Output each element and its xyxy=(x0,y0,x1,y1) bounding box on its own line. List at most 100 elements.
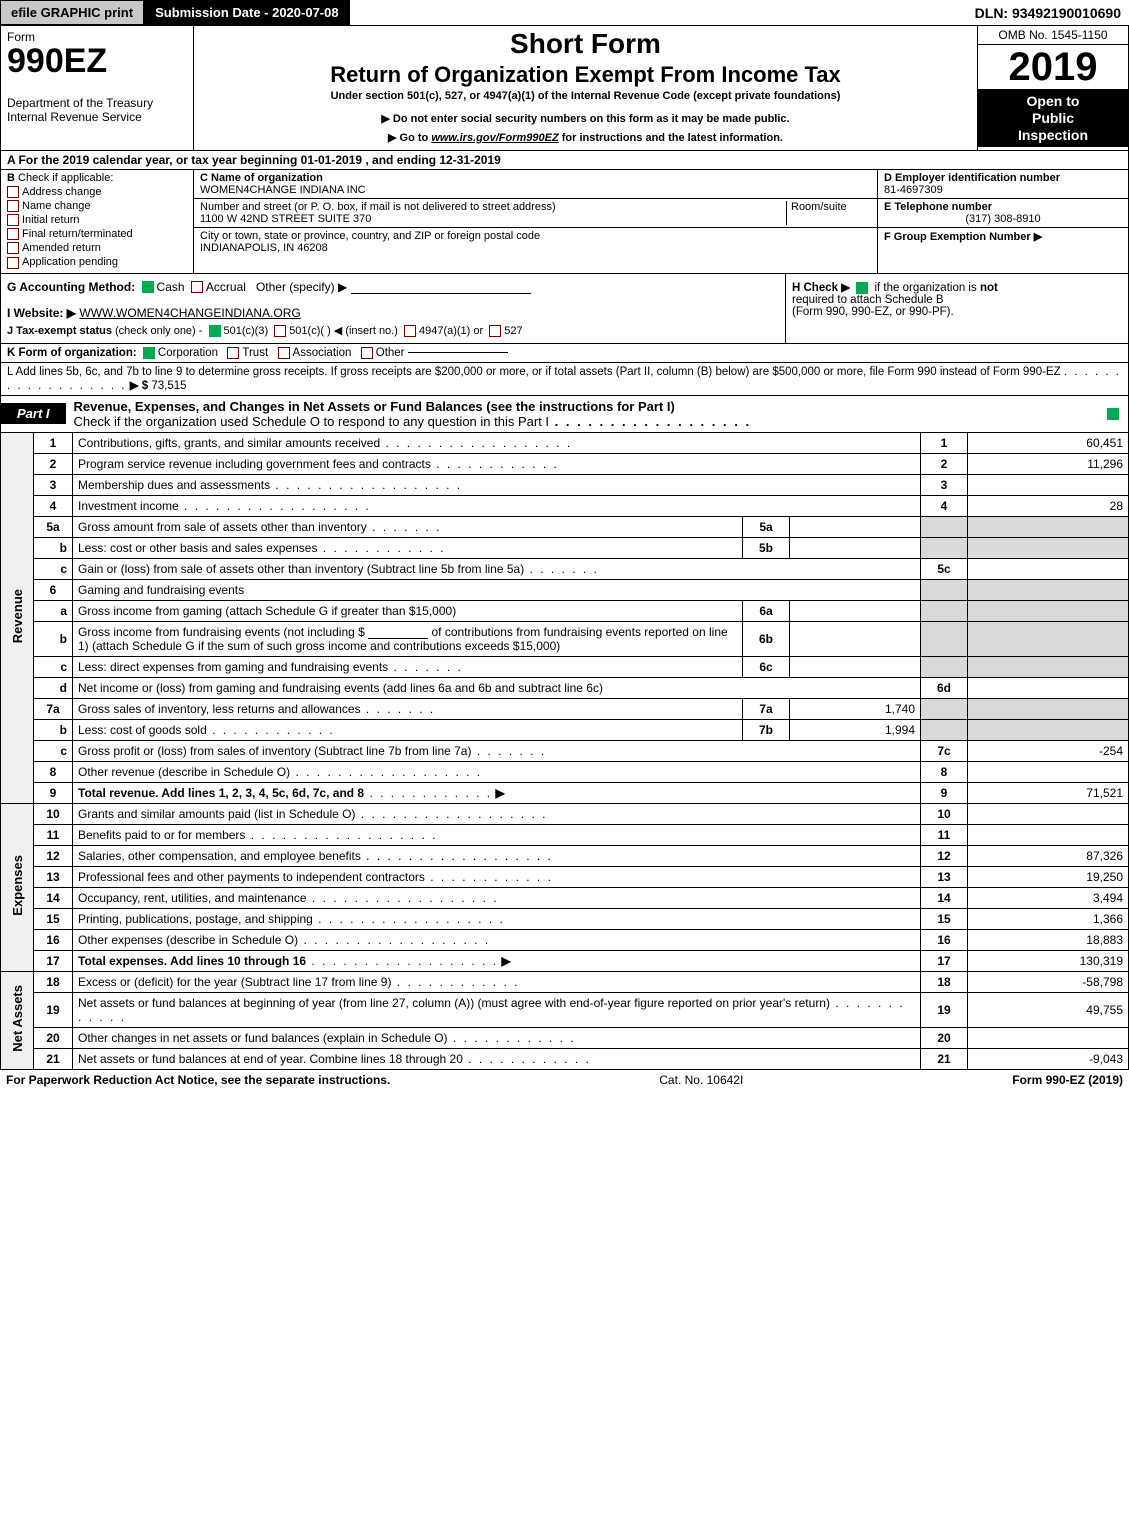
part-i-checkline: Check if the organization used Schedule … xyxy=(74,414,550,429)
form-ref: Form 990-EZ (2019) xyxy=(1012,1073,1123,1087)
checkbox-icon xyxy=(7,186,19,198)
org-street: 1100 W 42ND STREET SUITE 370 xyxy=(200,213,786,225)
section-d-e-f: D Employer identification number 81-4697… xyxy=(878,170,1128,273)
line-17-value: 130,319 xyxy=(968,950,1129,971)
j-tax-exempt: J Tax-exempt status (check only one) - 5… xyxy=(7,324,779,337)
ein-value: 81-4697309 xyxy=(884,184,1122,196)
table-row: c Gross profit or (loss) from sales of i… xyxy=(1,740,1129,761)
section-b: B Check if applicable: Address change Na… xyxy=(1,170,194,273)
h-schedule-b: H Check ▶ if the organization is not req… xyxy=(785,274,1128,343)
subtitle: Under section 501(c), 527, or 4947(a)(1)… xyxy=(204,90,967,102)
table-row: c Gain or (loss) from sale of assets oth… xyxy=(1,558,1129,579)
efile-print-button[interactable]: efile GRAPHIC print xyxy=(0,0,144,25)
table-row: 3 Membership dues and assessments 3 xyxy=(1,474,1129,495)
checkbox-icon xyxy=(7,257,19,269)
checkbox-checked-icon xyxy=(143,347,155,359)
k-form-org: K Form of organization: Corporation Trus… xyxy=(0,344,1129,363)
checkbox-icon xyxy=(7,200,19,212)
table-row: 11 Benefits paid to or for members 11 xyxy=(1,824,1129,845)
checkbox-icon xyxy=(7,242,19,254)
table-row: 9 Total revenue. Add lines 1, 2, 3, 4, 5… xyxy=(1,782,1129,803)
header-right: OMB No. 1545-1150 2019 Open to Public In… xyxy=(978,26,1128,150)
table-row: 19 Net assets or fund balances at beginn… xyxy=(1,992,1129,1027)
submission-date-button[interactable]: Submission Date - 2020-07-08 xyxy=(144,0,350,25)
phone-value: (317) 308-8910 xyxy=(884,213,1122,225)
checkbox-icon xyxy=(489,325,501,337)
part-i-check[interactable] xyxy=(1098,407,1128,421)
checkbox-checked-icon xyxy=(142,281,154,293)
part-i-title: Revenue, Expenses, and Changes in Net As… xyxy=(74,399,675,414)
part-i-tab: Part I xyxy=(1,403,66,424)
table-row: 12 Salaries, other compensation, and emp… xyxy=(1,845,1129,866)
table-row: 14 Occupancy, rent, utilities, and maint… xyxy=(1,887,1129,908)
net-assets-tab: Net Assets xyxy=(1,971,34,1069)
section-a-tax-year: A For the 2019 calendar year, or tax yea… xyxy=(0,151,1129,170)
checkbox-checked-icon xyxy=(856,282,868,294)
line-18-value: -58,798 xyxy=(968,971,1129,992)
gross-receipts-amount: 73,515 xyxy=(151,380,186,392)
e-phone-label: E Telephone number xyxy=(884,201,1122,213)
irs-link[interactable]: www.irs.gov/Form990EZ xyxy=(431,132,558,144)
table-row: 6 Gaming and fundraising events xyxy=(1,579,1129,600)
line-14-value: 3,494 xyxy=(968,887,1129,908)
goto-post: for instructions and the latest informat… xyxy=(559,132,783,144)
org-city: INDIANAPOLIS, IN 46208 xyxy=(200,242,871,254)
line-21-value: -9,043 xyxy=(968,1048,1129,1069)
line-16-value: 18,883 xyxy=(968,929,1129,950)
check-application-pending[interactable]: Application pending xyxy=(7,256,187,268)
line-9-value: 71,521 xyxy=(968,782,1129,803)
section-c: C Name of organization WOMEN4CHANGE INDI… xyxy=(194,170,878,273)
check-final-return[interactable]: Final return/terminated xyxy=(7,228,187,240)
line-19-value: 49,755 xyxy=(968,992,1129,1027)
gh-row: G Accounting Method: Cash Accrual Other … xyxy=(0,274,1129,344)
table-row: b Gross income from fundraising events (… xyxy=(1,621,1129,656)
checkbox-checked-icon xyxy=(1107,408,1119,420)
dept-treasury: Department of the Treasury xyxy=(7,96,187,110)
table-row: Revenue 1 Contributions, gifts, grants, … xyxy=(1,433,1129,454)
table-row: 8 Other revenue (describe in Schedule O)… xyxy=(1,761,1129,782)
checkbox-icon xyxy=(404,325,416,337)
revenue-tab: Revenue xyxy=(1,433,34,804)
line-4-value: 28 xyxy=(968,495,1129,516)
top-bar: efile GRAPHIC print Submission Date - 20… xyxy=(0,0,1129,26)
table-row: 7a Gross sales of inventory, less return… xyxy=(1,698,1129,719)
line-15-value: 1,366 xyxy=(968,908,1129,929)
website-link[interactable]: WWW.WOMEN4CHANGEINDIANA.ORG xyxy=(79,306,300,320)
short-form-title: Short Form xyxy=(204,28,967,60)
page-footer: For Paperwork Reduction Act Notice, see … xyxy=(0,1070,1129,1090)
f-group-label: F Group Exemption Number ▶ xyxy=(884,230,1122,243)
table-row: a Gross income from gaming (attach Sched… xyxy=(1,600,1129,621)
table-row: 15 Printing, publications, postage, and … xyxy=(1,908,1129,929)
line-7a-value: 1,740 xyxy=(790,698,921,719)
line-12-value: 87,326 xyxy=(968,845,1129,866)
check-name-change[interactable]: Name change xyxy=(7,200,187,212)
table-row: b Less: cost or other basis and sales ex… xyxy=(1,537,1129,558)
expenses-tab: Expenses xyxy=(1,803,34,971)
g-accounting: G Accounting Method: Cash Accrual Other … xyxy=(7,280,779,294)
form-id-block: Form 990EZ Department of the Treasury In… xyxy=(1,26,194,150)
table-row: Expenses 10 Grants and similar amounts p… xyxy=(1,803,1129,824)
return-title: Return of Organization Exempt From Incom… xyxy=(204,62,967,88)
part-i-header: Part I Revenue, Expenses, and Changes in… xyxy=(0,396,1129,433)
checkbox-icon xyxy=(278,347,290,359)
b-heading: Check if applicable: xyxy=(18,172,113,184)
checkbox-icon xyxy=(191,281,203,293)
form-number: 990EZ xyxy=(7,44,187,78)
cat-number: Cat. No. 10642I xyxy=(390,1073,1012,1087)
dept-irs: Internal Revenue Service xyxy=(7,110,187,124)
table-row: 4 Investment income 4 28 xyxy=(1,495,1129,516)
table-row: 20 Other changes in net assets or fund b… xyxy=(1,1027,1129,1048)
l-gross-receipts: L Add lines 5b, 6c, and 7b to line 9 to … xyxy=(0,363,1129,396)
i-website: I Website: ▶ WWW.WOMEN4CHANGEINDIANA.ORG xyxy=(7,306,779,320)
table-row: c Less: direct expenses from gaming and … xyxy=(1,656,1129,677)
checkbox-icon xyxy=(227,347,239,359)
line-2-value: 11,296 xyxy=(968,453,1129,474)
room-suite-label: Room/suite xyxy=(786,201,871,225)
addr-label: Number and street (or P. O. box, if mail… xyxy=(200,201,786,213)
table-row: 2 Program service revenue including gove… xyxy=(1,453,1129,474)
check-initial-return[interactable]: Initial return xyxy=(7,214,187,226)
checkbox-icon xyxy=(361,347,373,359)
check-address-change[interactable]: Address change xyxy=(7,186,187,198)
d-ein-label: D Employer identification number xyxy=(884,172,1122,184)
check-amended-return[interactable]: Amended return xyxy=(7,242,187,254)
